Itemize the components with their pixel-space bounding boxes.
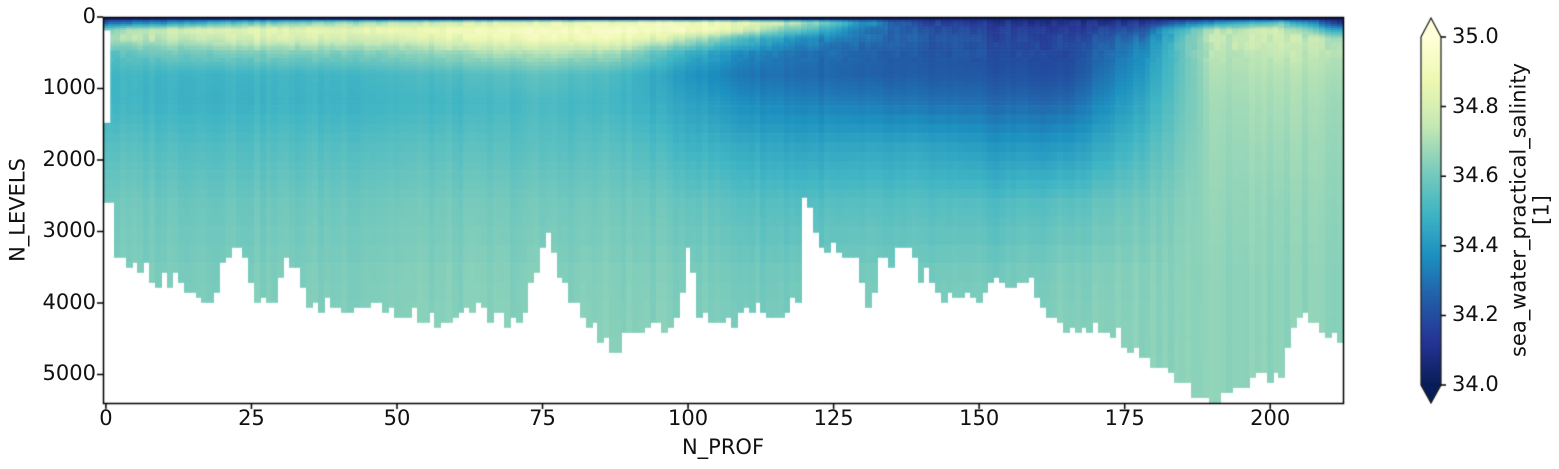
colorbar-label-units: [1] bbox=[1529, 195, 1554, 225]
x-tick-label: 75 bbox=[529, 406, 556, 430]
y-axis-label: N_LEVELS bbox=[5, 158, 30, 262]
colorbar-tick-label: 35.0 bbox=[1452, 23, 1499, 48]
x-tick-label: 175 bbox=[1104, 406, 1145, 430]
x-axis-label: N_PROF bbox=[681, 435, 765, 459]
x-tick-label: 0 bbox=[99, 406, 113, 430]
y-tick-label: 2000 bbox=[42, 146, 96, 171]
x-tick-label: 150 bbox=[959, 406, 1000, 430]
colorbar-tick-label: 34.0 bbox=[1452, 371, 1499, 396]
y-tick-label: 3000 bbox=[42, 218, 96, 243]
colorbar-tick-label: 34.8 bbox=[1452, 93, 1499, 118]
colorbar-tick-label: 34.2 bbox=[1452, 302, 1499, 327]
colorbar-label: sea_water_practical_salinity bbox=[1506, 62, 1531, 358]
colorbar-tick-label: 34.4 bbox=[1452, 232, 1499, 257]
x-tick-label: 100 bbox=[668, 406, 709, 430]
y-tick-label: 4000 bbox=[42, 289, 96, 314]
y-tick-label: 5000 bbox=[42, 361, 96, 386]
x-tick-label: 50 bbox=[383, 406, 411, 430]
x-tick-label: 200 bbox=[1250, 406, 1291, 430]
x-tick-label: 25 bbox=[238, 406, 265, 430]
y-tick-label: 1000 bbox=[42, 75, 96, 100]
colorbar-tick-label: 34.6 bbox=[1452, 163, 1499, 188]
x-tick-label: 125 bbox=[813, 406, 854, 430]
y-tick-label: 0 bbox=[82, 3, 96, 28]
